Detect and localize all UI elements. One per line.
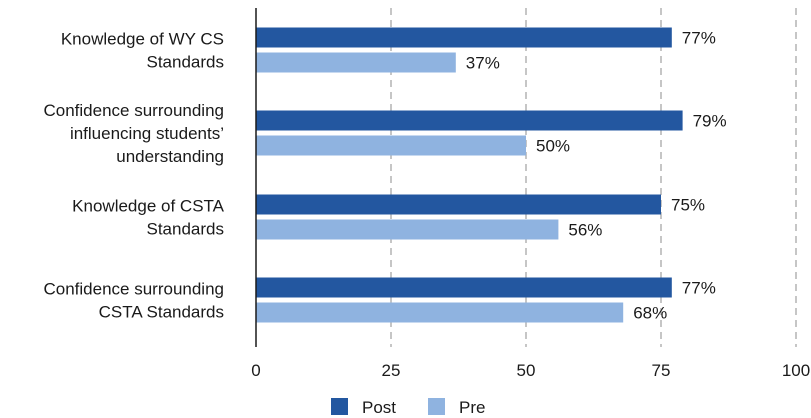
category-label-3: Confidence surrounding CSTA Standards [43, 280, 224, 322]
category-label-line: Knowledge of CSTA [72, 197, 224, 216]
category-labels: Knowledge of WY CS Standards Confidence su… [43, 30, 224, 322]
value-label-post-0: 77% [682, 29, 716, 48]
x-tick-label-0: 0 [251, 361, 260, 380]
bars-group [256, 27, 683, 323]
category-label-line: CSTA Standards [99, 303, 224, 322]
x-tick-label-50: 50 [517, 361, 536, 380]
category-label-line: Knowledge of WY CS [61, 30, 224, 49]
legend-swatch-post [331, 398, 348, 415]
category-label-2: Knowledge of CSTA Standards [72, 197, 224, 239]
bar-pre-3 [256, 302, 624, 323]
value-label-pre-1: 50% [536, 137, 570, 156]
category-label-line: Standards [147, 53, 225, 72]
x-tick-label-75: 75 [652, 361, 671, 380]
category-label-line: understanding [116, 147, 224, 166]
value-label-pre-0: 37% [466, 54, 500, 73]
value-label-post-2: 75% [671, 196, 705, 215]
category-label-line: Confidence surrounding [43, 101, 224, 120]
x-tick-label-100: 100 [782, 361, 810, 380]
category-label-line: influencing students’ [70, 124, 224, 143]
legend-swatch-pre [428, 398, 445, 415]
value-label-pre-2: 56% [568, 221, 602, 240]
value-labels: 77% 79% 75% 77% 37% 50% 56% 68% [466, 29, 727, 323]
bar-post-2 [256, 194, 661, 215]
category-label-1: Confidence surrounding influencing studen… [43, 101, 224, 166]
x-tick-label-25: 25 [382, 361, 401, 380]
value-label-pre-3: 68% [633, 304, 667, 323]
bar-post-1 [256, 110, 683, 131]
bar-pre-2 [256, 219, 559, 240]
value-label-post-1: 79% [693, 112, 727, 131]
legend: Post Pre [331, 398, 485, 417]
legend-label-post: Post [362, 398, 396, 417]
bar-pre-1 [256, 135, 526, 156]
category-label-0: Knowledge of WY CS Standards [61, 30, 224, 72]
legend-label-pre: Pre [459, 398, 485, 417]
value-label-post-3: 77% [682, 279, 716, 298]
bar-post-3 [256, 277, 672, 298]
category-label-line: Standards [147, 220, 225, 239]
bar-pre-0 [256, 52, 456, 73]
bar-post-0 [256, 27, 672, 48]
x-tick-labels: 0 25 50 75 100 [251, 361, 810, 380]
category-label-line: Confidence surrounding [43, 280, 224, 299]
